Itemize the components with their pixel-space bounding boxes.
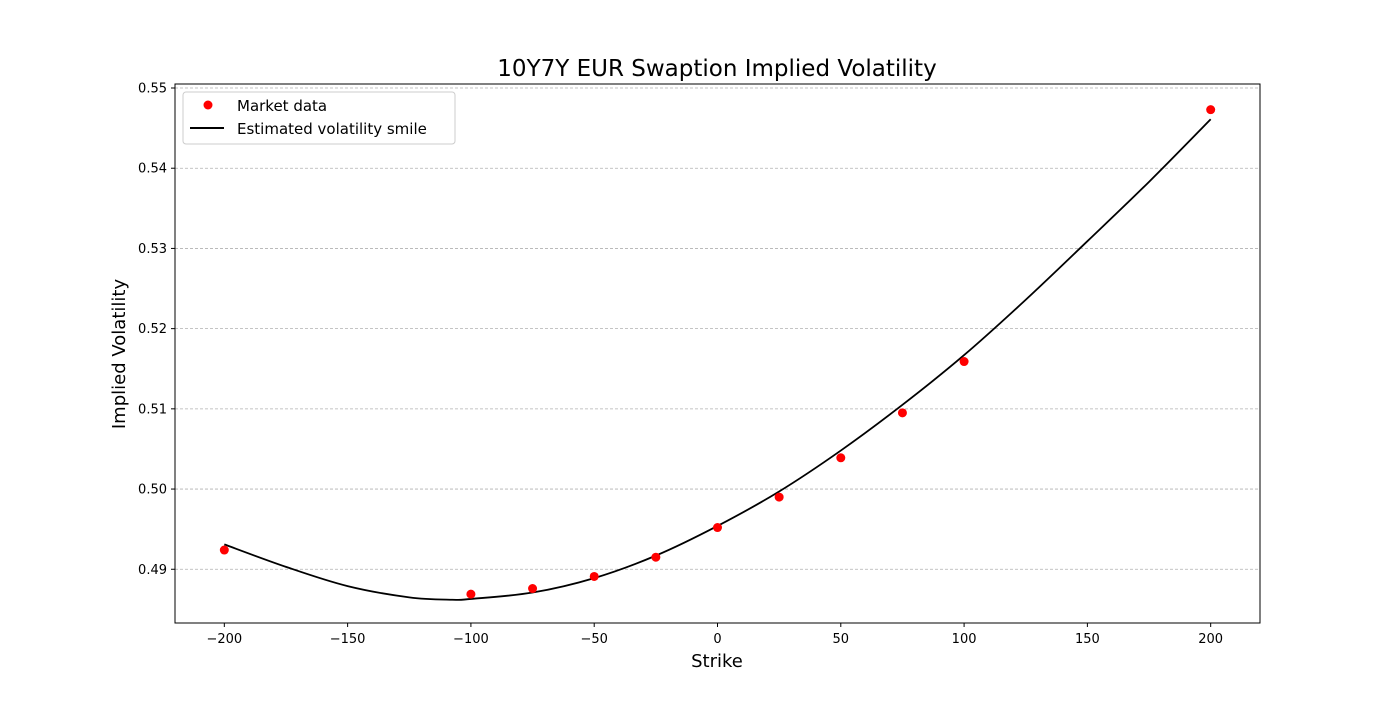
x-tick-label: 150	[1075, 632, 1100, 647]
x-tick-label: −150	[330, 632, 366, 647]
market-data-point	[897, 408, 907, 418]
x-tick-label: 0	[713, 632, 721, 647]
y-tick-label: 0.55	[138, 82, 167, 97]
plot-frame	[174, 83, 1261, 624]
market-data-point	[836, 453, 846, 463]
legend-box	[182, 91, 456, 145]
market-data-point	[466, 589, 476, 599]
y-tick-label: 0.49	[138, 563, 167, 578]
y-tick-label: 0.53	[138, 242, 167, 257]
y-axis: 0.49 0.50 0.51 0.52 0.53 0.54 0.55	[138, 82, 175, 578]
x-tick-label: −50	[580, 632, 607, 647]
legend: Market data Estimated volatility smile	[182, 91, 456, 145]
y-tick-label: 0.50	[138, 483, 167, 498]
market-data-point	[959, 357, 969, 367]
market-data-point	[774, 492, 784, 502]
point-layer	[219, 105, 1216, 599]
x-tick-label: 50	[833, 632, 850, 647]
x-axis: −200 −150 −100 −50 0 50 100 150 200	[206, 623, 1223, 647]
market-data-point	[219, 545, 229, 555]
x-tick-label: 200	[1198, 632, 1223, 647]
y-tick-label: 0.52	[138, 322, 167, 337]
market-data-point	[651, 552, 661, 562]
market-data-point	[589, 571, 599, 581]
y-tick-label: 0.51	[138, 402, 167, 417]
y-tick-label: 0.54	[138, 162, 167, 177]
grid-layer	[175, 87, 1260, 570]
y-axis-label: Implied Volatility	[109, 279, 130, 430]
x-tick-label: −200	[206, 632, 242, 647]
legend-label-market-data: Market data	[237, 97, 327, 115]
x-tick-label: 100	[952, 632, 977, 647]
legend-label-estimated-smile: Estimated volatility smile	[237, 120, 427, 138]
market-data-point	[713, 523, 722, 533]
legend-marker-market-data	[203, 100, 213, 110]
x-axis-label: Strike	[691, 651, 743, 672]
market-data-point	[528, 584, 538, 594]
chart-title: 10Y7Y EUR Swaption Implied Volatility	[497, 56, 936, 82]
market-data-point	[1206, 105, 1216, 115]
x-tick-label: −100	[453, 632, 489, 647]
